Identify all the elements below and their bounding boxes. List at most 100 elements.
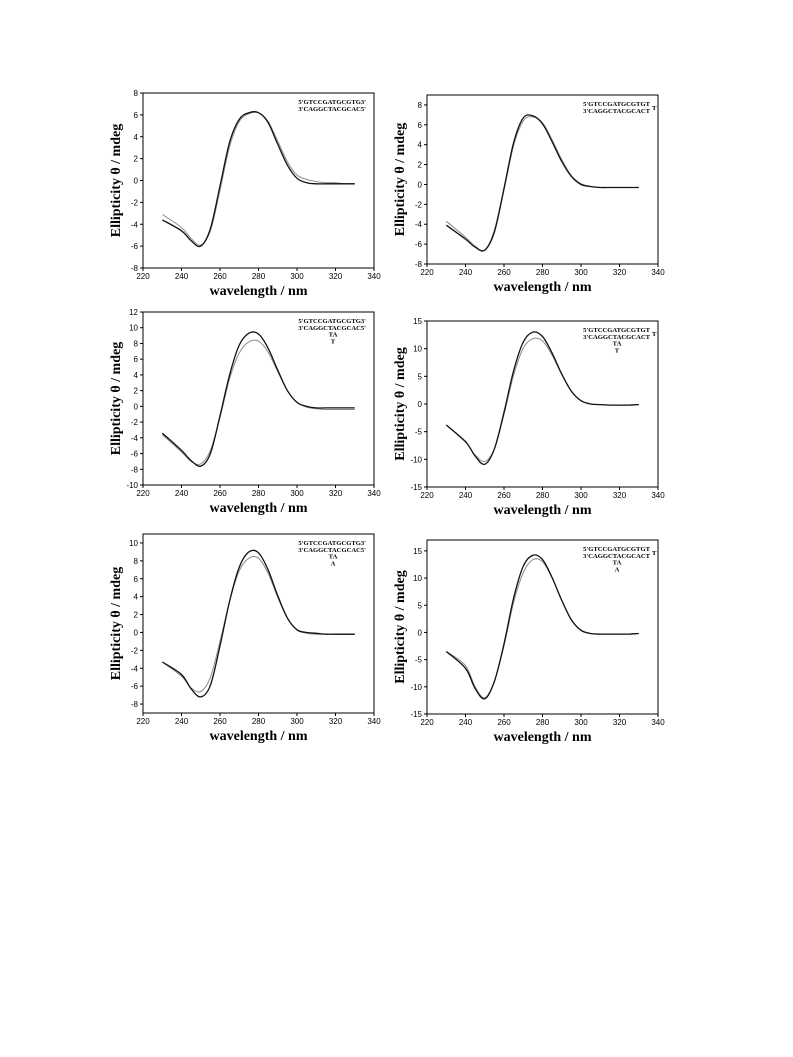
sequence-annotation-line: 3'CAGGCTACGCAC5' [298,547,366,554]
x-tick-label: 220 [136,717,150,726]
series-line-light [445,116,639,252]
y-axis-label: Ellipticity θ / mdeg [109,342,124,455]
series-line-light [162,555,355,693]
x-tick-label: 320 [613,718,627,727]
x-tick-label: 340 [651,268,665,277]
sequence-annotation-line: TA [613,341,622,348]
y-axis-label: Ellipticity θ / mdeg [393,347,408,460]
y-tick-label: -5 [415,656,423,665]
x-tick-label: 260 [213,272,227,281]
y-axis-label: Ellipticity θ / mdeg [393,570,408,683]
x-tick-label: 320 [329,272,343,281]
x-tick-label: 320 [329,489,343,498]
x-tick-label: 280 [252,272,266,281]
y-tick-label: -8 [415,260,423,269]
y-tick-label: -10 [410,455,422,464]
y-tick-label: -15 [410,483,422,492]
x-tick-label: 340 [651,718,665,727]
y-tick-label: 15 [413,317,422,326]
series-line-dark [445,554,639,700]
series-line-light [162,111,355,246]
panel-1: 220 240 260 280 300 320 340 -8 -6 -4 -2 0 2 4 6 8 wavele… [109,89,381,299]
x-tick-label: 340 [367,717,381,726]
sequence-annotation-line: 5'GTCCGATGCGTG3' [298,540,366,547]
series-line-dark [161,331,355,467]
y-tick-label: 6 [134,575,139,584]
y-tick-label: 6 [134,111,139,120]
x-tick-label: 220 [136,272,150,281]
hairpin-loop-label: T [652,105,657,112]
y-axis-label: Ellipticity θ / mdeg [109,567,124,680]
x-tick-label: 220 [420,718,434,727]
x-axis-label: wavelength / nm [210,284,308,299]
y-tick-label: -6 [415,240,423,249]
y-tick-label: 6 [418,121,423,130]
y-tick-label: -5 [415,428,423,437]
y-tick-label: 4 [134,133,139,142]
panel-4: 220 240 260 280 300 320 340 -15 -10 -5 0 5 10 15 wavel… [393,317,665,518]
sequence-annotation-line: 5'GTCCGATGCGTGT [583,101,651,108]
y-tick-label: 10 [413,574,422,583]
x-tick-label: 220 [420,491,434,500]
y-tick-label: -8 [131,700,139,709]
plot-frame [142,92,375,269]
y-tick-label: -6 [131,450,139,459]
x-tick-label: 300 [574,718,588,727]
y-tick-label: 4 [134,593,139,602]
x-tick-label: 340 [367,489,381,498]
y-tick-label: 5 [418,601,423,610]
y-tick-label: 8 [134,339,139,348]
y-tick-label: 2 [134,387,139,396]
x-axis-label: wavelength / nm [494,730,592,745]
y-tick-label: 4 [134,371,139,380]
sequence-annotation-line: 3'CAGGCTACGCACT [583,108,651,115]
sequence-annotation-line: TA [613,560,622,567]
y-tick-label: 2 [418,161,423,170]
y-tick-label: 0 [134,177,139,186]
series-line-dark [161,549,355,698]
x-tick-label: 280 [536,718,550,727]
x-tick-label: 300 [574,491,588,500]
x-tick-label: 300 [290,489,304,498]
y-tick-label: -6 [131,242,139,251]
sequence-annotation-line: A [615,566,620,573]
y-tick-label: -4 [131,434,139,443]
panel-5: 220 240 260 280 300 320 340 -8 -6 -4 -2 0 2 4 6 8 10 wave… [109,533,381,744]
y-tick-label: -2 [131,198,139,207]
x-axis-label: wavelength / nm [210,729,308,744]
y-axis-label: Ellipticity θ / mdeg [109,124,124,237]
hairpin-loop-label: T [652,331,657,338]
plot-frame [426,539,659,715]
x-tick-label: 280 [252,489,266,498]
y-tick-label: -8 [131,264,139,273]
x-tick-label: 260 [497,491,511,500]
y-tick-label: 8 [418,101,423,110]
x-axis-label: wavelength / nm [494,503,592,518]
y-tick-label: 15 [413,547,422,556]
y-tick-label: 10 [413,345,422,354]
x-tick-label: 300 [290,272,304,281]
series-line-light [161,339,355,465]
y-axis-label: Ellipticity θ / mdeg [393,123,408,236]
x-tick-label: 280 [536,268,550,277]
series-line-light [446,558,639,699]
plot-frame [426,320,659,488]
x-tick-label: 240 [175,272,189,281]
hairpin-loop-label: T [652,550,657,557]
y-tick-label: 12 [129,308,138,317]
y-tick-label: 2 [134,611,139,620]
y-tick-label: 10 [129,324,138,333]
sequence-annotation-line: 5'GTCCGATGCGTG3' [298,318,366,325]
x-tick-label: 340 [651,491,665,500]
x-axis-label: wavelength / nm [494,280,592,295]
y-tick-label: -10 [126,481,138,490]
sequence-annotation-line: 3'CAGGCTACGCACT [583,334,651,341]
sequence-annotation-line: 3'CAGGCTACGCAC5' [298,106,366,113]
y-tick-label: -2 [131,418,139,427]
x-tick-label: 280 [252,717,266,726]
y-tick-label: -2 [415,200,423,209]
panel-3: 220 240 260 280 300 320 340 -10 -8 -6 -4 -2 0 2 4 6 8 10 1… [109,308,381,516]
x-tick-label: 300 [290,717,304,726]
series-line-dark [445,331,639,466]
x-tick-label: 240 [459,491,473,500]
